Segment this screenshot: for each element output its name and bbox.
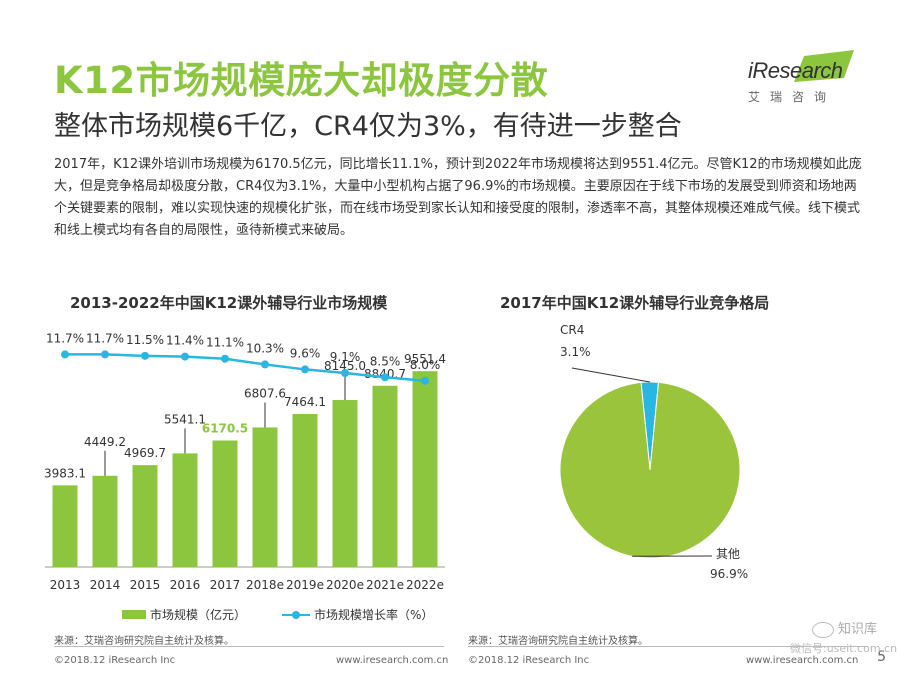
bar-2017: [212, 440, 238, 567]
rate-point: [381, 373, 389, 382]
rate-point: [301, 365, 309, 374]
rate-label: 8.5%: [370, 354, 401, 368]
bar-2021e: [372, 385, 398, 567]
rate-point: [181, 352, 189, 361]
logo-leaf-icon: [794, 50, 854, 82]
watermark-line1: 知识库: [838, 622, 878, 637]
rate-point: [341, 369, 349, 377]
bar-value-label: 4449.2: [84, 435, 126, 449]
right-divider: [468, 646, 868, 647]
left-divider: [54, 646, 444, 647]
others-label: 其他: [716, 547, 740, 561]
x-tick-label: 2015: [130, 578, 161, 592]
rate-point: [261, 360, 269, 369]
summary-paragraph: 2017年，K12课外培训市场规模为6170.5亿元，同比增长11.1%，预计到…: [54, 157, 862, 238]
rate-label: 11.5%: [126, 333, 164, 347]
bar-2013: [52, 485, 78, 567]
others-value: 96.9%: [710, 567, 748, 581]
x-tick-label: 2018e: [246, 578, 284, 592]
cr4-value: 3.1%: [560, 345, 591, 359]
pie-slice-1: [559, 381, 741, 559]
right-source: 来源：艾瑞咨询研究院自主统计及核算。: [468, 636, 648, 647]
left-url[interactable]: www.iresearch.com.cn: [336, 655, 449, 666]
bar-value-label: 8145.0: [324, 359, 366, 373]
legend-bar-label: 市场规模（亿元）: [150, 608, 247, 622]
x-tick-label: 2016: [170, 578, 201, 592]
rate-label: 11.7%: [86, 331, 124, 345]
x-tick-label: 2013: [50, 578, 81, 592]
bar-2014: [92, 475, 118, 567]
bar-value-label: 3983.1: [44, 466, 86, 480]
legend-line-label: 市场规模增长率（%）: [314, 608, 434, 622]
rate-point: [421, 376, 429, 385]
bar-2015: [132, 465, 158, 567]
rate-line: [65, 353, 426, 383]
bar-value-label: 9551.4: [404, 352, 446, 366]
left-source: 来源：艾瑞咨询研究院自主统计及核算。: [54, 636, 234, 647]
bar-chart-title: 2013-2022年中国K12课外辅导行业市场规模: [70, 294, 388, 312]
x-tick-label: 2020e: [326, 578, 364, 592]
cr4-leader: [571, 367, 650, 383]
left-copyright: ©2018.12 iResearch Inc: [54, 655, 176, 666]
x-tick-label: 2014: [90, 578, 121, 592]
rate-label: 8.0%: [410, 358, 441, 372]
rate-label: 10.3%: [246, 341, 284, 355]
page-title: K12市场规模庞大却极度分散: [54, 59, 549, 102]
pie-chart: CR4 3.1% 其他 96.9%: [559, 323, 748, 581]
bar-value-label: 5541.1: [164, 412, 206, 426]
bar-value-label: 4969.7: [124, 446, 166, 460]
bar-chart-legend: 市场规模（亿元） 市场规模增长率（%）: [122, 606, 433, 623]
rate-label: 11.1%: [206, 336, 244, 350]
rate-label: 11.4%: [166, 334, 204, 348]
watermark: 知识库: [812, 618, 877, 638]
rate-label: 9.6%: [290, 346, 321, 360]
watermark-line2: 微信号:useit.com.cn: [790, 642, 898, 655]
pie-chart-title: 2017年中国K12课外辅导行业竞争格局: [500, 294, 770, 312]
cr4-label: CR4: [560, 323, 584, 337]
bar-2016: [172, 453, 198, 567]
bar-line-chart: 3983.1 2013 11.7% 4449.2 2014 11.7% 4969.7 2015…: [44, 331, 446, 592]
x-tick-label: 2022e: [406, 578, 444, 592]
x-tick-label: 2019e: [286, 578, 324, 592]
legend-bar-swatch: [122, 610, 146, 619]
rate-label: 9.1%: [330, 350, 361, 364]
right-url[interactable]: www.iresearch.com.cn: [746, 655, 859, 666]
rate-point: [61, 350, 69, 359]
bar-2020e: [332, 400, 358, 567]
x-tick-label: 2021e: [366, 578, 404, 592]
logo-cn-text: 艾瑞咨询: [748, 90, 837, 104]
bar-2022e: [412, 371, 438, 567]
iresearch-logo: iResearch 艾瑞咨询: [744, 48, 856, 106]
wechat-icon: [812, 621, 834, 638]
right-copyright: ©2018.12 iResearch Inc: [468, 655, 590, 666]
page-number: 5: [877, 649, 886, 665]
bar-2019e: [292, 413, 318, 567]
x-tick-label: 2017: [210, 578, 241, 592]
bar-2018e: [252, 427, 278, 567]
rate-point: [101, 350, 109, 359]
logo-wordmark: iResearch: [748, 58, 843, 83]
legend-line-swatch: [282, 610, 311, 620]
page-subtitle: 整体市场规模6千亿，CR4仅为3%，有待进一步整合: [54, 111, 682, 142]
bar-value-label: 7464.1: [284, 395, 326, 409]
bar-value-label: 6807.6: [244, 386, 286, 400]
rate-label: 11.7%: [46, 331, 84, 345]
bar-value-label: 6170.5: [202, 422, 248, 436]
rate-point: [141, 351, 149, 360]
rate-point: [221, 354, 229, 363]
